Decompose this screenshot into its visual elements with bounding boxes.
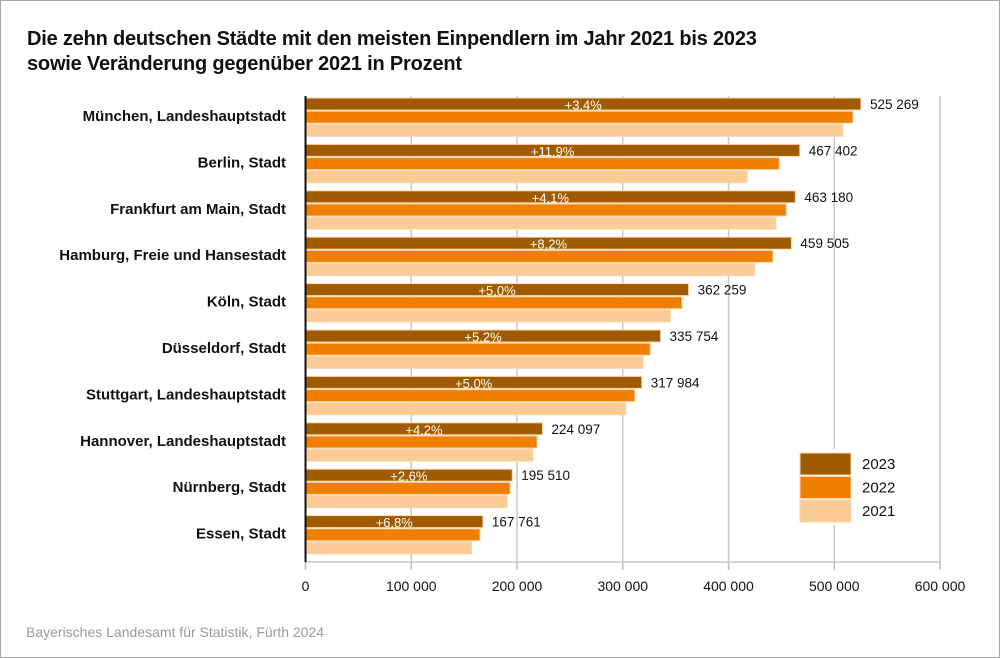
bar-2021 [305, 541, 473, 555]
chart-title: Die zehn deutschen Städte mit den meiste… [27, 27, 757, 77]
value-label: 167 761 [492, 515, 541, 530]
chart-title-line-1: Die zehn deutschen Städte mit den meiste… [27, 28, 757, 50]
value-label: 224 097 [551, 422, 600, 437]
bar-2022 [305, 249, 774, 263]
category-label: Hannover, Landeshauptstadt [80, 433, 286, 450]
change-label: +6,8% [376, 515, 414, 530]
bar-2022 [305, 110, 854, 124]
bar-2022 [305, 528, 481, 542]
change-label: +4,2% [405, 422, 443, 437]
x-tick-label: 300 000 [597, 578, 648, 594]
x-tick-label: 0 [302, 578, 310, 594]
change-label: +2,6% [390, 469, 428, 484]
change-label: +8,2% [530, 237, 568, 252]
category-label: Nürnberg, Stadt [173, 479, 286, 496]
legend-label-2022: 2022 [862, 480, 895, 497]
category-label: Köln, Stadt [207, 294, 286, 311]
category-label: Berlin, Stadt [198, 154, 286, 171]
value-label: 317 984 [651, 375, 700, 390]
change-label: +11,9% [531, 144, 575, 159]
bar-2021 [305, 402, 627, 416]
bar-2022 [305, 342, 651, 356]
legend-swatch-2022 [799, 476, 852, 499]
bar-2021 [305, 309, 671, 323]
bar-2021 [305, 263, 756, 277]
change-label: +5,0% [478, 283, 516, 298]
category-label: Frankfurt am Main, Stadt [110, 201, 286, 218]
x-tick-label: 100 000 [386, 578, 437, 594]
category-label: Hamburg, Freie und Hansestadt [59, 247, 286, 264]
bar-2022 [305, 389, 636, 403]
bar-2021 [305, 355, 644, 369]
change-label: +3,4% [565, 98, 603, 113]
legend-swatch-2021 [799, 499, 852, 523]
x-tick-label: 400 000 [703, 578, 754, 594]
category-label: München, Landeshauptstadt [83, 108, 286, 125]
bar-2021 [305, 495, 508, 509]
value-label: 195 510 [521, 468, 570, 483]
source-note: Bayerisches Landesamt für Statistik, Für… [26, 624, 325, 640]
bar-2022 [305, 203, 787, 217]
bar-2021 [305, 123, 844, 137]
change-label: +5,0% [455, 376, 493, 391]
value-label: 463 180 [804, 190, 853, 205]
value-label: 467 402 [809, 143, 858, 158]
value-label: 459 505 [800, 236, 849, 251]
x-tick-label: 200 000 [492, 578, 543, 594]
category-label: Essen, Stadt [196, 526, 286, 543]
bar-2021 [305, 216, 777, 230]
chart-title-line-2: sowie Veränderung gegenüber 2021 in Proz… [27, 53, 462, 75]
legend-swatch-2023 [799, 452, 852, 476]
change-label: +4,1% [532, 190, 570, 205]
x-tick-label: 600 000 [915, 578, 966, 594]
legend-label-2023: 2023 [862, 456, 895, 473]
bar-2022 [305, 481, 511, 495]
bar-2022 [305, 157, 780, 171]
value-label: 362 259 [698, 283, 747, 298]
category-label: Stuttgart, Landeshauptstadt [86, 386, 286, 403]
bar-2022 [305, 296, 683, 310]
bar-2021 [305, 448, 534, 462]
legend-label-2021: 2021 [862, 503, 895, 520]
bar-2022 [305, 435, 538, 449]
category-label: Düsseldorf, Stadt [162, 340, 286, 357]
value-label: 525 269 [870, 97, 919, 112]
change-label: +5,2% [464, 330, 502, 345]
x-tick-label: 500 000 [809, 578, 860, 594]
value-label: 335 754 [670, 329, 719, 344]
bar-2021 [305, 170, 748, 184]
